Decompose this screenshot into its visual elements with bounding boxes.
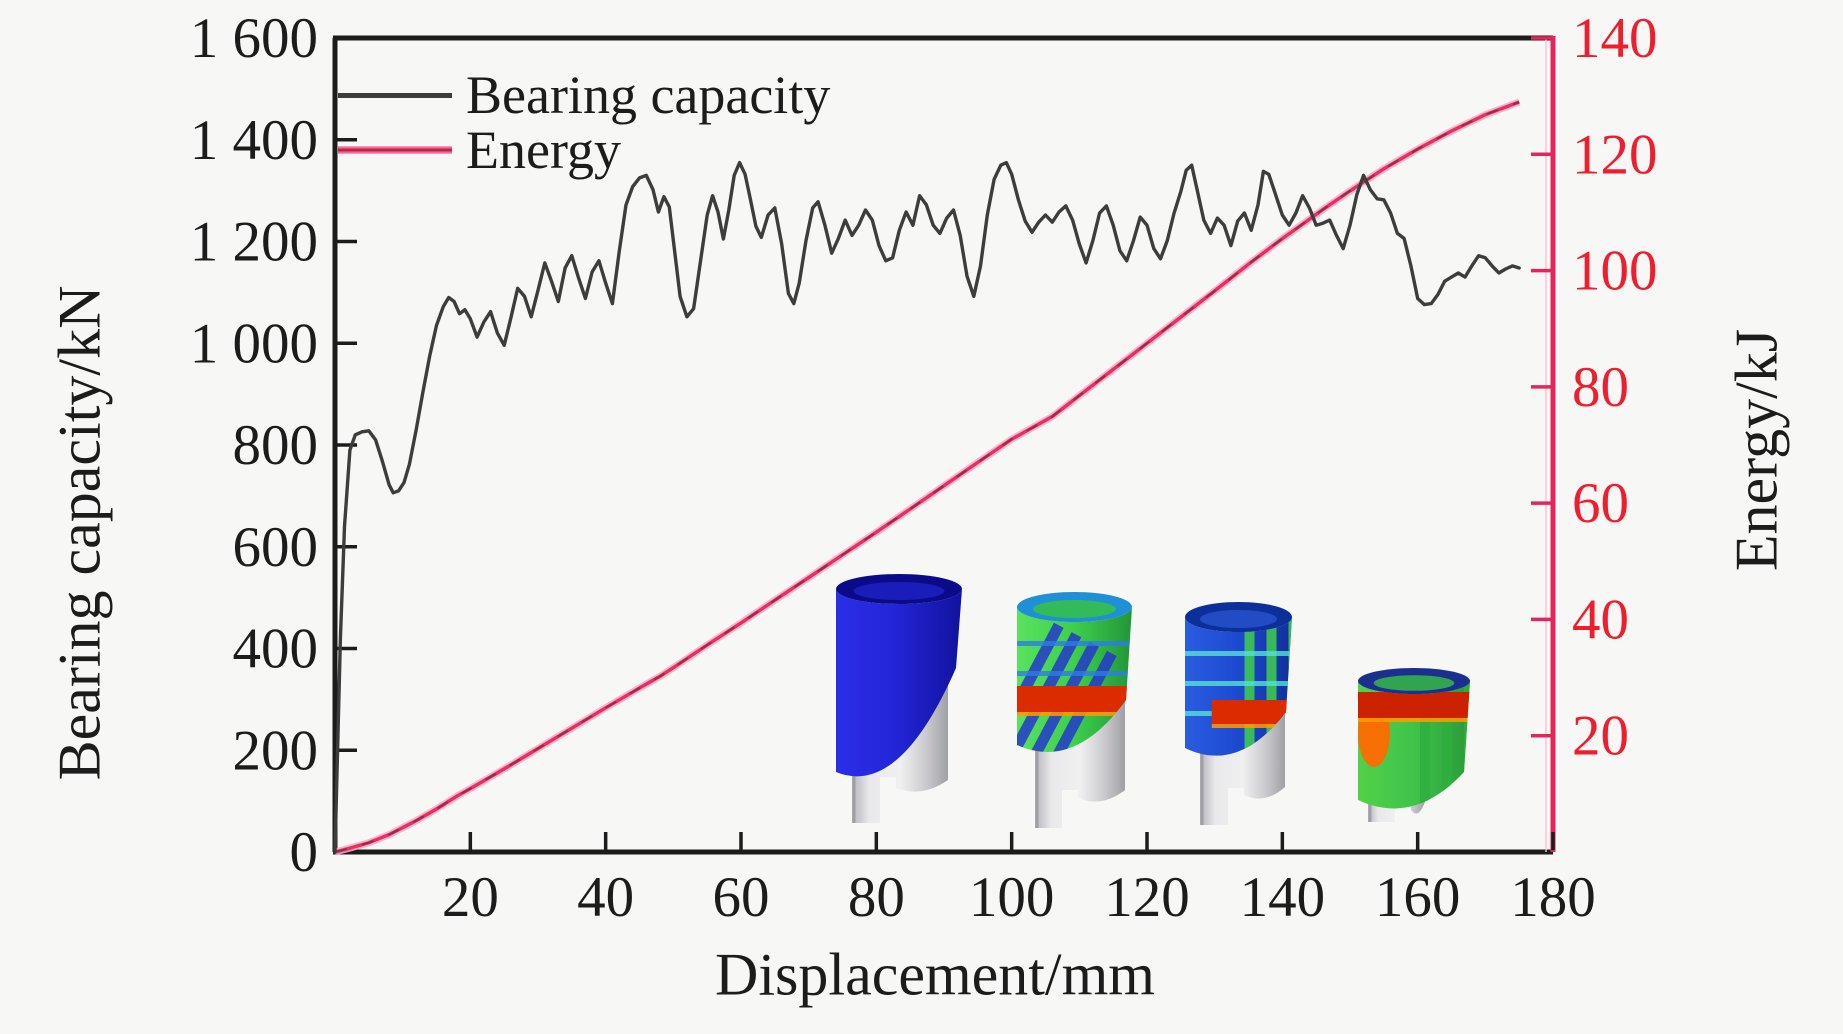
y-left-tick-label: 0 [290, 821, 319, 884]
deformation-stage-3 [1185, 602, 1292, 825]
x-tick-label: 40 [577, 866, 634, 929]
y-left-tick-label: 1 000 [190, 312, 318, 375]
x-axis-ticks: 20 40 60 80 100 120 140 160 180 [442, 832, 1596, 929]
y-right-tick-label: 80 [1572, 356, 1629, 419]
legend-item-energy: Energy [338, 123, 621, 177]
y-axis-label-right: Energy/kJ [1723, 328, 1790, 572]
energy-curve [334, 98, 1521, 856]
legend-item-bearing-capacity: Bearing capacity [338, 68, 830, 122]
x-tick-label: 160 [1375, 866, 1461, 929]
y-right-tick-label: 60 [1572, 472, 1629, 535]
x-tick-label: 20 [442, 866, 499, 929]
plot-frame [332, 35, 1556, 855]
y-left-tick-label: 400 [233, 618, 319, 681]
y-right-tick-label: 100 [1572, 240, 1658, 303]
y-right-tick-label: 40 [1572, 588, 1629, 651]
deformation-insets [836, 574, 1470, 828]
energy-line-swatch [338, 146, 452, 154]
y-left-tick-label: 1 400 [190, 109, 318, 172]
y-right-tick-label: 140 [1572, 7, 1658, 70]
y-left-tick-label: 800 [233, 414, 319, 477]
x-tick-label: 120 [1104, 866, 1190, 929]
deformation-stage-2 [1017, 592, 1132, 828]
y-left-tick-label: 200 [233, 719, 319, 782]
y-left-axis-ticks: 0 200 400 600 800 1 000 1 200 1 400 1 600 [190, 7, 357, 884]
x-tick-label: 80 [848, 866, 905, 929]
y-left-tick-label: 1 600 [190, 7, 318, 70]
y-right-tick-label: 120 [1572, 123, 1658, 186]
bearing-capacity-curve [333, 160, 1521, 854]
deformation-stage-4 [1358, 668, 1470, 822]
bearing-capacity-line-swatch [338, 92, 452, 98]
x-tick-label: 100 [969, 866, 1055, 929]
x-tick-label: 180 [1510, 866, 1596, 929]
y-right-axis-ticks: 20 40 60 80 100 120 140 [1531, 7, 1658, 768]
y-right-tick-label: 20 [1572, 705, 1629, 768]
legend-label-bearing-capacity: Bearing capacity [466, 65, 831, 125]
deformation-stage-1 [836, 574, 962, 823]
x-axis-label: Displacement/mm [715, 941, 1155, 1008]
x-tick-label: 140 [1240, 866, 1326, 929]
legend-label-energy: Energy [466, 120, 621, 180]
x-tick-label: 60 [713, 866, 770, 929]
y-left-tick-label: 600 [233, 516, 319, 579]
inset-outer-shell [836, 589, 962, 777]
y-axis-label-left: Bearing capacity/kN [46, 285, 113, 781]
y-left-tick-label: 1 200 [190, 211, 318, 274]
